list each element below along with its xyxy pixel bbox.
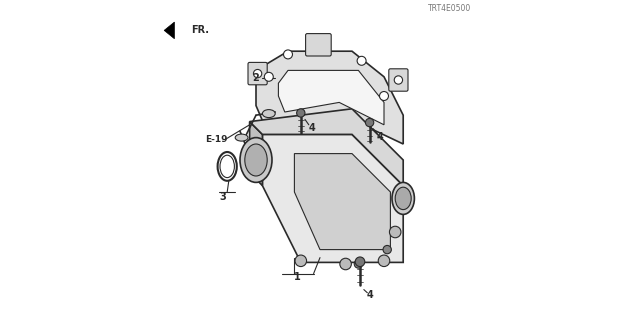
Polygon shape: [164, 22, 174, 39]
Ellipse shape: [245, 144, 268, 176]
Circle shape: [394, 76, 403, 84]
Polygon shape: [250, 109, 403, 186]
Circle shape: [383, 245, 392, 254]
FancyBboxPatch shape: [248, 62, 268, 85]
Circle shape: [297, 109, 305, 117]
Polygon shape: [294, 154, 390, 250]
Text: 1: 1: [294, 272, 301, 282]
Circle shape: [284, 50, 292, 59]
Ellipse shape: [236, 134, 248, 141]
Ellipse shape: [396, 187, 412, 210]
Text: E-19: E-19: [205, 135, 227, 144]
Circle shape: [378, 255, 390, 267]
Text: 4: 4: [377, 132, 383, 142]
Ellipse shape: [392, 182, 415, 214]
Circle shape: [264, 72, 273, 81]
Text: 2: 2: [253, 73, 259, 84]
FancyBboxPatch shape: [388, 69, 408, 91]
Text: 3: 3: [219, 192, 226, 202]
Polygon shape: [278, 70, 384, 125]
Circle shape: [355, 260, 362, 268]
Circle shape: [365, 118, 374, 127]
Circle shape: [380, 92, 388, 100]
Text: TRT4E0500: TRT4E0500: [428, 4, 471, 12]
Ellipse shape: [240, 138, 272, 182]
Circle shape: [253, 69, 262, 78]
Ellipse shape: [262, 109, 275, 118]
Circle shape: [355, 257, 365, 267]
FancyBboxPatch shape: [306, 34, 332, 56]
Text: 4: 4: [367, 290, 374, 300]
Circle shape: [389, 226, 401, 238]
Polygon shape: [256, 51, 403, 144]
Circle shape: [295, 255, 307, 267]
Text: 4: 4: [309, 123, 316, 133]
Circle shape: [340, 258, 351, 270]
Polygon shape: [262, 134, 403, 262]
Text: FR.: FR.: [191, 25, 209, 36]
Circle shape: [357, 56, 366, 65]
Polygon shape: [250, 122, 262, 186]
